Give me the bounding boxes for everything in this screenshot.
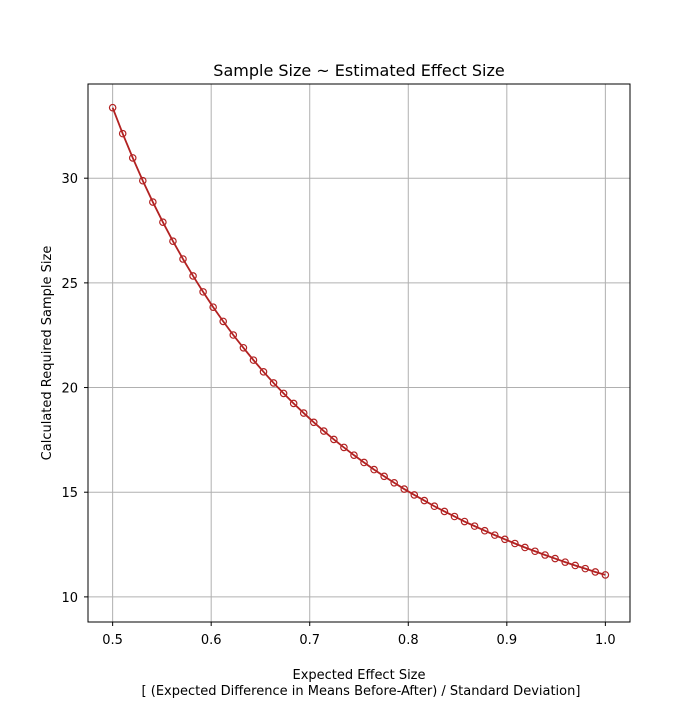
data-point (571, 561, 580, 570)
data-point (430, 502, 439, 511)
data-point (169, 237, 177, 246)
data-point (350, 451, 358, 459)
data-point (521, 543, 529, 552)
data-point (219, 317, 228, 326)
x-tick-label: 0.9 (496, 633, 517, 648)
data-point (380, 472, 388, 481)
data-point (501, 535, 509, 544)
data-point (541, 551, 549, 559)
data-point (360, 458, 368, 467)
data-point (189, 272, 197, 280)
grid (88, 84, 630, 622)
plot-area (88, 84, 630, 622)
x-tick-label: 0.7 (299, 633, 320, 648)
data-point (470, 522, 479, 530)
data-point (289, 399, 298, 408)
y-tick-label: 25 (61, 277, 78, 292)
data-point (249, 356, 258, 364)
data-point (209, 303, 217, 311)
ticks: 0.5 0.6 0.7 0.8 0.9 1.0 10 15 20 25 30 (61, 172, 615, 648)
y-tick-label: 15 (61, 486, 78, 501)
data-point (138, 176, 147, 185)
data-point (299, 409, 308, 417)
x-tick-label: 0.8 (398, 633, 419, 648)
data-point (490, 531, 499, 539)
y-tick-label: 20 (61, 382, 78, 397)
data-point (601, 571, 610, 579)
data-point (320, 427, 328, 435)
data-point (551, 554, 559, 563)
data-point (591, 568, 600, 576)
x-axis-label-line-2: [ (Expected Difference in Means Before-A… (142, 684, 581, 699)
x-axis-label-line-1: Expected Effect Size (292, 668, 425, 683)
data-point (118, 129, 127, 138)
data-point (581, 564, 590, 573)
y-tick-label: 30 (61, 172, 78, 187)
x-tick-label: 0.6 (201, 633, 222, 648)
y-axis-label: Calculated Required Sample Size (40, 246, 55, 461)
data-point (400, 485, 409, 493)
data-point (199, 288, 207, 296)
data-point (179, 255, 187, 263)
data-point (229, 331, 238, 339)
data-point (128, 154, 137, 162)
data-point (279, 389, 288, 398)
data-point (309, 418, 318, 427)
data-point (390, 478, 398, 487)
x-tick-label: 0.5 (102, 633, 123, 648)
x-tick-label: 1.0 (595, 633, 616, 648)
data-point (450, 512, 459, 521)
y-tick-label: 10 (61, 591, 78, 606)
data-point (440, 507, 449, 516)
data-point (531, 547, 539, 556)
data-point (239, 343, 248, 352)
series-layer (108, 103, 610, 579)
data-point (149, 198, 157, 206)
data-point (410, 491, 419, 499)
data-point (480, 526, 489, 535)
data-point (330, 435, 338, 444)
data-point (259, 368, 268, 376)
data-point (460, 517, 469, 526)
data-point (108, 103, 117, 112)
data-point (561, 558, 569, 566)
chart-title: Sample Size ~ Estimated Effect Size (213, 61, 504, 80)
plot-frame (87, 83, 631, 623)
data-point (340, 443, 348, 452)
data-point (420, 496, 429, 505)
data-point (159, 218, 167, 226)
data-point (370, 465, 378, 474)
data-point (511, 539, 519, 548)
data-point (269, 379, 278, 387)
